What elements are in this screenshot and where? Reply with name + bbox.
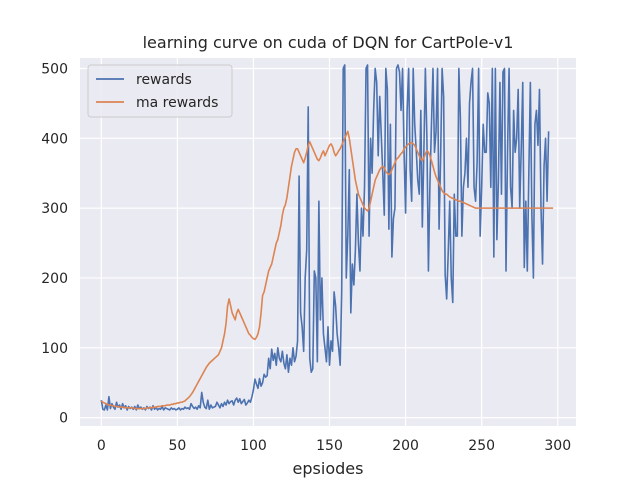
ticks: 0 50 100 150 200 250 300 0 100 200 300 400 500 <box>41 61 571 454</box>
y-tick-label: 300 <box>41 201 68 217</box>
series-rewards-line <box>100 64 550 411</box>
x-tick-label: 200 <box>392 438 419 454</box>
x-axis-label: epsiodes <box>293 459 364 478</box>
y-tick-label: 100 <box>41 341 68 357</box>
legend-label: rewards <box>136 72 192 88</box>
x-tick-label: 50 <box>168 438 186 454</box>
y-tick-label: 200 <box>41 271 68 287</box>
x-tick-label: 300 <box>544 438 571 454</box>
legend-label: ma rewards <box>136 95 218 111</box>
x-tick-label: 0 <box>97 438 106 454</box>
chart-title: learning curve on cuda of DQN for CartPo… <box>143 33 514 52</box>
y-tick-label: 0 <box>59 411 68 427</box>
legend-box <box>87 64 233 118</box>
legend: rewards ma rewards <box>87 64 233 118</box>
series-ma-rewards-line <box>100 130 554 410</box>
y-tick-label: 400 <box>41 131 68 147</box>
series-layer <box>100 64 554 411</box>
x-tick-label: 150 <box>316 438 343 454</box>
y-tick-label: 500 <box>41 61 68 77</box>
x-tick-label: 100 <box>240 438 267 454</box>
x-tick-label: 250 <box>468 438 495 454</box>
